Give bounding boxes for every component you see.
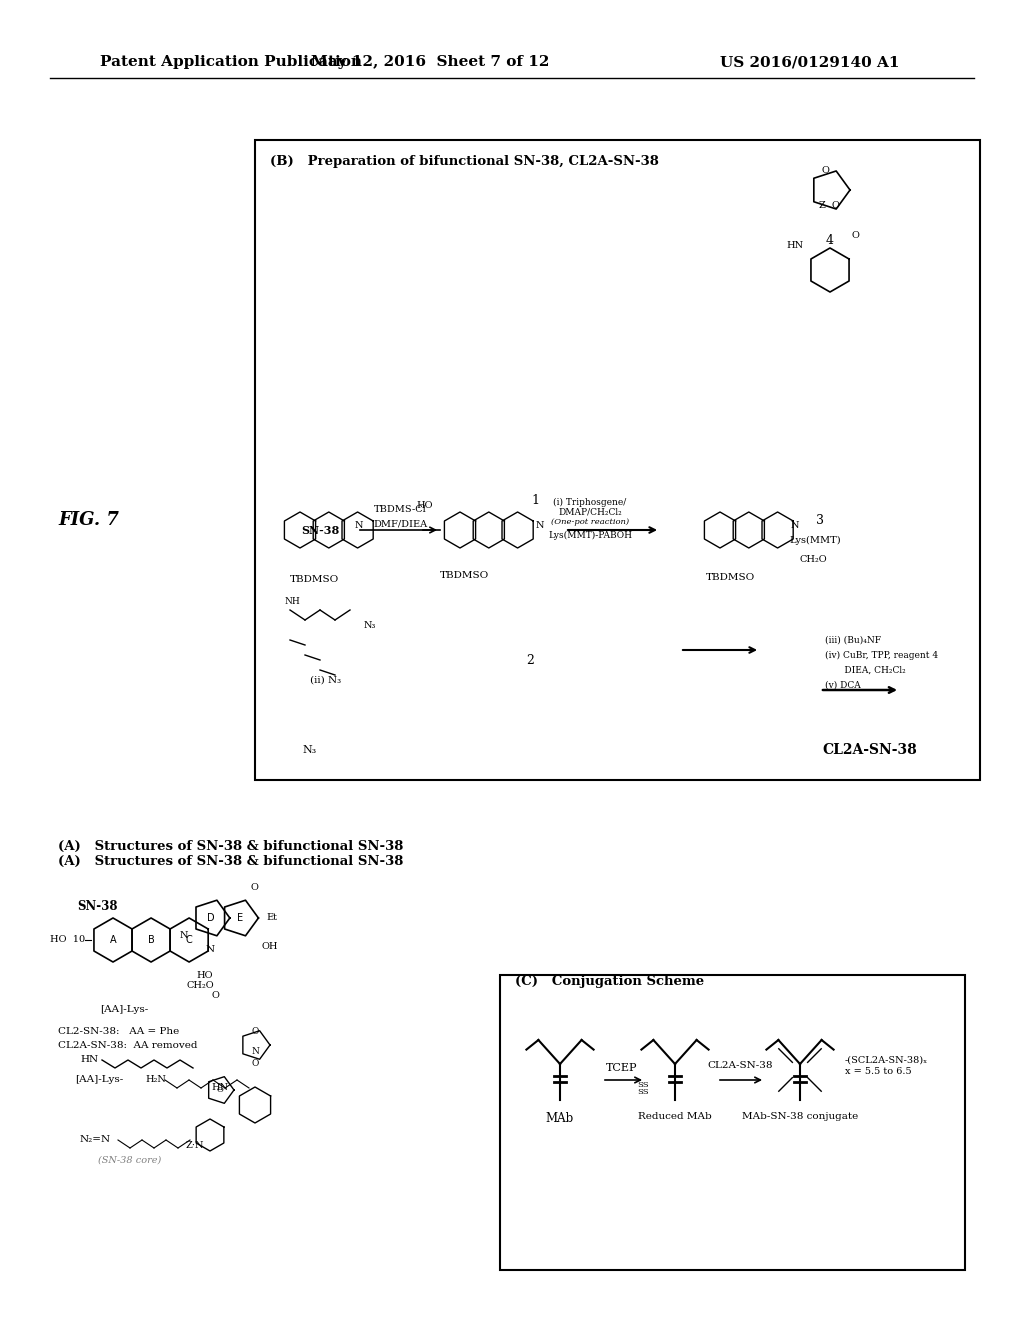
Text: May 12, 2016  Sheet 7 of 12: May 12, 2016 Sheet 7 of 12	[311, 55, 549, 69]
Text: HN: HN	[80, 1056, 98, 1064]
Text: SN-38: SN-38	[301, 524, 339, 536]
Text: (iv) CuBr, TPP, reagent 4: (iv) CuBr, TPP, reagent 4	[825, 651, 938, 660]
Text: HN: HN	[211, 1084, 228, 1093]
Text: N₃: N₃	[364, 620, 376, 630]
Text: DMF/DIEA: DMF/DIEA	[373, 520, 427, 528]
Text: O: O	[216, 1086, 223, 1094]
Text: DIEA, CH₂Cl₂: DIEA, CH₂Cl₂	[830, 665, 906, 675]
Text: CL2A-SN-38:  AA removed: CL2A-SN-38: AA removed	[58, 1041, 198, 1051]
Text: [AA]-Lys-: [AA]-Lys-	[100, 1006, 148, 1015]
Text: HO  10: HO 10	[50, 936, 85, 945]
Text: CL2A-SN-38: CL2A-SN-38	[822, 743, 918, 756]
Text: N: N	[180, 931, 188, 940]
Text: [AA]-Lys-: [AA]-Lys-	[75, 1076, 123, 1085]
Text: TCEP: TCEP	[606, 1063, 638, 1073]
Text: x = 5.5 to 6.5: x = 5.5 to 6.5	[845, 1068, 911, 1077]
Bar	[255, 140, 980, 780]
Text: Lys(MMT)-PABOH: Lys(MMT)-PABOH	[548, 531, 632, 540]
Text: 3: 3	[816, 513, 824, 527]
Text: MAb: MAb	[546, 1111, 574, 1125]
Text: B: B	[147, 935, 155, 945]
Text: A: A	[110, 935, 117, 945]
Text: (One-pot reaction): (One-pot reaction)	[551, 517, 629, 525]
Text: NH: NH	[284, 598, 300, 606]
Text: TBDMSO: TBDMSO	[291, 576, 340, 585]
Text: E: E	[237, 913, 243, 923]
Text: MAb-SN-38 conjugate: MAb-SN-38 conjugate	[741, 1111, 858, 1121]
Text: HN: HN	[786, 240, 804, 249]
Text: N₃: N₃	[303, 744, 317, 755]
Text: TBDMSO: TBDMSO	[706, 573, 755, 582]
Text: (B)   Preparation of bifunctional SN-38, CL2A-SN-38: (B) Preparation of bifunctional SN-38, C…	[270, 154, 658, 168]
Text: N: N	[206, 945, 215, 954]
Text: Lys(MMT): Lys(MMT)	[790, 536, 841, 545]
Text: Z: Z	[818, 201, 825, 210]
Text: (i) Triphosgene/: (i) Triphosgene/	[553, 498, 627, 507]
Text: O: O	[251, 883, 259, 891]
Text: O: O	[251, 1027, 259, 1036]
Text: 2: 2	[526, 653, 534, 667]
Text: Z·N: Z·N	[185, 1140, 204, 1150]
Text: N: N	[536, 520, 544, 529]
Text: N: N	[251, 1048, 259, 1056]
Text: TBDMSO: TBDMSO	[440, 570, 489, 579]
Text: US 2016/0129140 A1: US 2016/0129140 A1	[721, 55, 900, 69]
Text: Patent Application Publication: Patent Application Publication	[100, 55, 362, 69]
Text: O: O	[831, 201, 839, 210]
Bar	[500, 975, 965, 1270]
Text: Et: Et	[266, 913, 278, 923]
Text: OH: OH	[262, 942, 279, 952]
Text: D: D	[207, 913, 215, 923]
Text: O: O	[851, 231, 859, 239]
Text: DMAP/CH₂Cl₂: DMAP/CH₂Cl₂	[558, 507, 622, 516]
Text: FIG. 7: FIG. 7	[58, 511, 119, 529]
Text: HO: HO	[417, 500, 433, 510]
Text: (C)   Conjugation Scheme: (C) Conjugation Scheme	[515, 975, 705, 987]
Text: C: C	[185, 935, 193, 945]
Text: CL2A-SN-38: CL2A-SN-38	[708, 1060, 773, 1069]
Text: (A)   Structures of SN-38 & bifunctional SN-38: (A) Structures of SN-38 & bifunctional S…	[58, 855, 403, 869]
Text: (v) DCA: (v) DCA	[825, 681, 861, 689]
Text: CH₂O: CH₂O	[800, 556, 827, 565]
Text: (ii) N₃: (ii) N₃	[310, 676, 341, 685]
Text: 1: 1	[531, 494, 539, 507]
Text: SS: SS	[637, 1081, 649, 1089]
Text: CL2-SN-38:   AA = Phe: CL2-SN-38: AA = Phe	[58, 1027, 179, 1036]
Text: O: O	[211, 990, 219, 999]
Text: H₂N: H₂N	[145, 1076, 166, 1085]
Text: 4: 4	[826, 234, 834, 247]
Text: SS: SS	[637, 1088, 649, 1096]
Text: CH₂O: CH₂O	[186, 981, 214, 990]
Text: HO: HO	[197, 970, 213, 979]
Text: O: O	[251, 1060, 259, 1068]
Text: O: O	[821, 166, 829, 176]
Text: N: N	[791, 520, 800, 529]
Text: -(SCL2A-SN-38)ₓ: -(SCL2A-SN-38)ₓ	[845, 1056, 928, 1064]
Text: N₂=N: N₂=N	[80, 1135, 112, 1144]
Text: TBDMS-Cl: TBDMS-Cl	[374, 506, 426, 515]
Text: (iii) (Bu)₄NF: (iii) (Bu)₄NF	[825, 635, 881, 644]
Text: (SN-38 core): (SN-38 core)	[98, 1155, 162, 1164]
Text: SN-38: SN-38	[78, 900, 118, 913]
Text: (A)   Structures of SN-38 & bifunctional SN-38: (A) Structures of SN-38 & bifunctional S…	[58, 840, 403, 853]
Text: Reduced MAb: Reduced MAb	[638, 1111, 712, 1121]
Text: N: N	[354, 520, 364, 529]
